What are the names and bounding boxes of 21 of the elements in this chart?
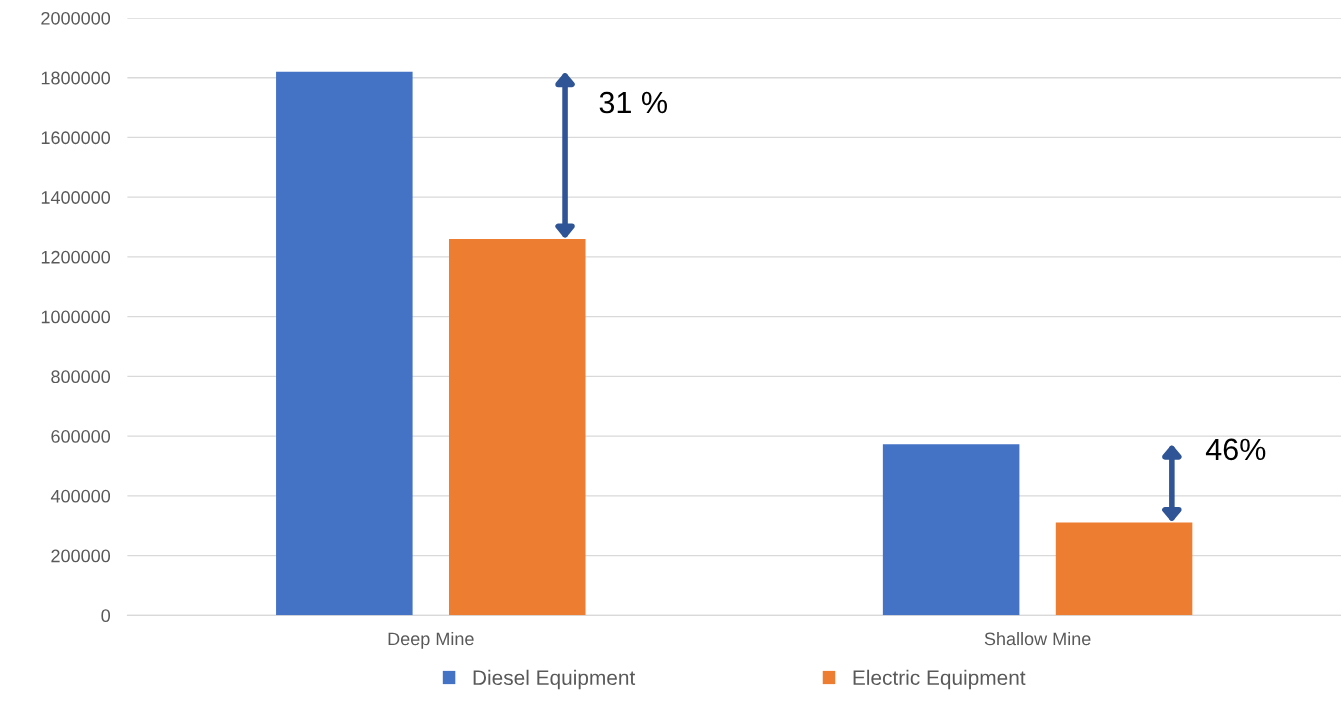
y-tick-label: 0 <box>101 609 111 623</box>
y-tick-label: 200000 <box>51 549 111 563</box>
y-tick-label: 600000 <box>51 430 111 443</box>
y-tick-label: 1600000 <box>41 131 111 145</box>
y-tick-label: 1200000 <box>41 250 111 264</box>
y-tick-label: 400000 <box>50 489 111 503</box>
y-tick-label: 800000 <box>51 370 111 384</box>
legend-label: Diesel Equipment <box>473 669 636 690</box>
legend-label: Electric Equipment <box>853 669 1026 690</box>
y-tick-label: 1400000 <box>41 191 111 204</box>
x-tick-label: Shallow Mine <box>984 631 1091 646</box>
annotation: 31 % <box>599 91 667 114</box>
x-tick-label: Deep Mine <box>388 631 474 649</box>
bar <box>276 71 413 616</box>
y-tick-label: 2000000 <box>41 11 111 25</box>
y-tick-label: 1800000 <box>41 71 111 85</box>
y-tick-label: 1000000 <box>41 310 111 324</box>
bar <box>882 444 1020 616</box>
annotation: 46% <box>1205 438 1266 461</box>
bar <box>449 238 586 616</box>
bar <box>1055 522 1193 616</box>
